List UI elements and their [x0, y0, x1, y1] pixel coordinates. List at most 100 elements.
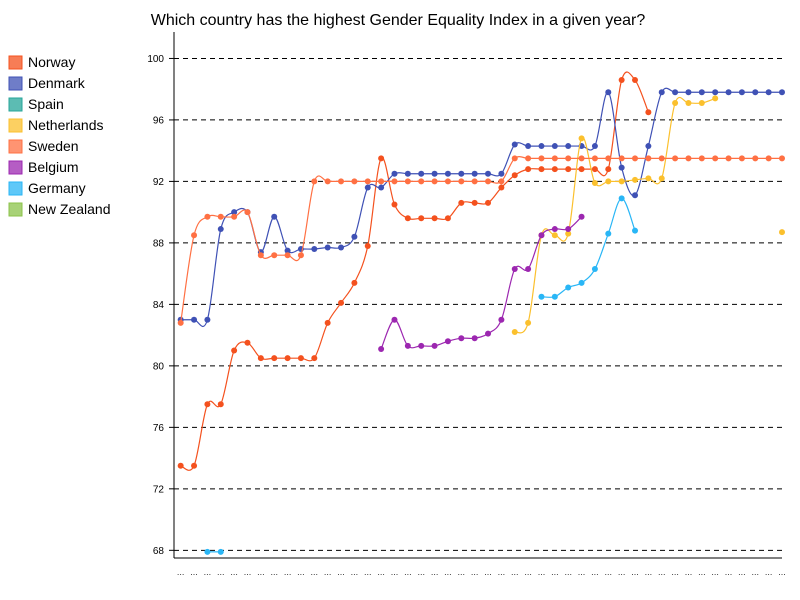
data-point[interactable]: [578, 279, 585, 286]
data-point[interactable]: [244, 339, 251, 346]
data-point[interactable]: [431, 342, 438, 349]
data-point[interactable]: [565, 230, 572, 237]
data-point[interactable]: [618, 155, 625, 162]
legend-item[interactable]: Germany: [8, 180, 86, 196]
data-point[interactable]: [204, 548, 211, 555]
data-point[interactable]: [698, 155, 705, 162]
data-point[interactable]: [444, 215, 451, 222]
data-point[interactable]: [578, 213, 585, 220]
data-point[interactable]: [231, 209, 238, 216]
data-point[interactable]: [632, 155, 639, 162]
data-point[interactable]: [431, 170, 438, 177]
data-point[interactable]: [511, 172, 518, 179]
data-point[interactable]: [632, 76, 639, 83]
data-point[interactable]: [672, 155, 679, 162]
data-point[interactable]: [311, 178, 318, 185]
data-point[interactable]: [458, 178, 465, 185]
legend-item[interactable]: Norway: [8, 54, 75, 70]
data-point[interactable]: [712, 95, 719, 102]
data-point[interactable]: [605, 178, 612, 185]
data-point[interactable]: [685, 155, 692, 162]
data-point[interactable]: [565, 166, 572, 173]
data-point[interactable]: [284, 247, 291, 254]
data-point[interactable]: [618, 164, 625, 171]
data-point[interactable]: [578, 155, 585, 162]
data-point[interactable]: [672, 100, 679, 107]
data-point[interactable]: [591, 143, 598, 150]
data-point[interactable]: [391, 316, 398, 323]
data-point[interactable]: [418, 178, 425, 185]
data-point[interactable]: [538, 293, 545, 300]
data-point[interactable]: [351, 233, 358, 240]
data-point[interactable]: [525, 266, 532, 273]
data-point[interactable]: [551, 232, 558, 239]
data-point[interactable]: [511, 266, 518, 273]
legend-item[interactable]: Sweden: [8, 138, 79, 154]
data-point[interactable]: [351, 178, 358, 185]
data-point[interactable]: [538, 232, 545, 239]
data-point[interactable]: [338, 244, 345, 251]
data-point[interactable]: [685, 89, 692, 96]
data-point[interactable]: [297, 355, 304, 362]
legend-item[interactable]: Spain: [8, 96, 64, 112]
data-point[interactable]: [752, 89, 759, 96]
data-point[interactable]: [485, 178, 492, 185]
legend-item[interactable]: New Zealand: [8, 201, 111, 217]
data-point[interactable]: [725, 155, 732, 162]
data-point[interactable]: [538, 166, 545, 173]
data-point[interactable]: [565, 143, 572, 150]
data-point[interactable]: [551, 226, 558, 233]
data-point[interactable]: [404, 170, 411, 177]
data-point[interactable]: [591, 155, 598, 162]
data-point[interactable]: [525, 143, 532, 150]
data-point[interactable]: [618, 195, 625, 202]
data-point[interactable]: [565, 284, 572, 291]
data-point[interactable]: [632, 192, 639, 199]
data-point[interactable]: [525, 155, 532, 162]
data-point[interactable]: [204, 316, 211, 323]
data-point[interactable]: [632, 227, 639, 234]
data-point[interactable]: [391, 201, 398, 208]
data-point[interactable]: [231, 213, 238, 220]
data-point[interactable]: [418, 215, 425, 222]
data-point[interactable]: [458, 199, 465, 206]
data-point[interactable]: [391, 170, 398, 177]
data-point[interactable]: [471, 199, 478, 206]
data-point[interactable]: [404, 178, 411, 185]
data-point[interactable]: [525, 166, 532, 173]
data-point[interactable]: [658, 89, 665, 96]
data-point[interactable]: [765, 155, 772, 162]
data-point[interactable]: [591, 266, 598, 273]
data-point[interactable]: [271, 213, 278, 220]
data-point[interactable]: [712, 89, 719, 96]
data-point[interactable]: [658, 175, 665, 182]
data-point[interactable]: [738, 155, 745, 162]
data-point[interactable]: [338, 178, 345, 185]
data-point[interactable]: [177, 319, 184, 326]
data-point[interactable]: [351, 279, 358, 286]
data-point[interactable]: [284, 252, 291, 259]
data-point[interactable]: [698, 89, 705, 96]
data-point[interactable]: [364, 184, 371, 191]
data-point[interactable]: [632, 176, 639, 183]
data-point[interactable]: [444, 338, 451, 345]
data-point[interactable]: [244, 209, 251, 216]
data-point[interactable]: [191, 232, 198, 239]
data-point[interactable]: [605, 230, 612, 237]
data-point[interactable]: [511, 155, 518, 162]
data-point[interactable]: [645, 109, 652, 116]
data-point[interactable]: [404, 215, 411, 222]
data-point[interactable]: [324, 319, 331, 326]
data-point[interactable]: [191, 316, 198, 323]
data-point[interactable]: [538, 143, 545, 150]
data-point[interactable]: [217, 213, 224, 220]
data-point[interactable]: [779, 155, 785, 162]
data-point[interactable]: [324, 178, 331, 185]
data-point[interactable]: [645, 155, 652, 162]
data-point[interactable]: [685, 100, 692, 107]
data-point[interactable]: [498, 170, 505, 177]
data-point[interactable]: [311, 246, 318, 253]
data-point[interactable]: [471, 178, 478, 185]
data-point[interactable]: [458, 335, 465, 342]
data-point[interactable]: [645, 175, 652, 182]
